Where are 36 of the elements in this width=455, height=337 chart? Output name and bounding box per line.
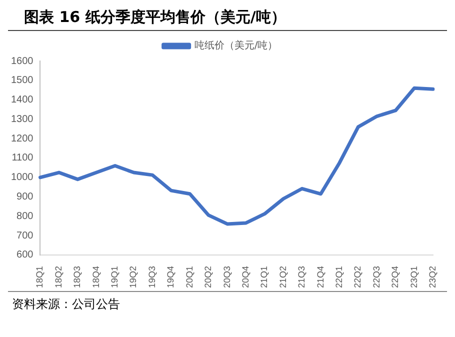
y-tick-label: 1200: [10, 133, 34, 144]
x-tick-label: 22Q4: [390, 266, 400, 288]
x-tick-label: 18Q2: [53, 266, 64, 288]
x-tick-label: 21Q4: [315, 266, 326, 288]
x-tick-label: 22Q3: [371, 266, 382, 288]
x-tick-label: 18Q3: [72, 266, 82, 288]
x-tick-label: 21Q2: [278, 266, 288, 288]
x-tick-label: 18Q4: [90, 266, 101, 288]
legend-label: 吨纸价（美元/吨）: [194, 40, 278, 52]
x-tick-label: 22Q1: [334, 266, 344, 288]
x-tick-label: 20Q3: [222, 266, 232, 288]
x-tick-label: 20Q1: [184, 266, 194, 288]
y-tick-label: 800: [16, 210, 34, 222]
y-tick-label: 1300: [10, 114, 34, 125]
y-tick-label: 900: [16, 192, 34, 203]
x-tick-label: 20Q2: [203, 266, 214, 288]
y-tick-label: 1600: [10, 56, 34, 67]
x-tick-label: 19Q2: [128, 266, 138, 288]
x-tick-label: 22Q2: [352, 266, 363, 288]
y-tick-label: 1400: [10, 94, 34, 106]
chart-title: 图表 16 纸分季度平均售价（美元/吨）: [8, 8, 447, 31]
x-tick-label: 19Q3: [146, 266, 157, 288]
x-tick-label: 23Q1: [408, 266, 419, 288]
y-tick-label: 1500: [10, 75, 34, 86]
y-tick-label: 1000: [10, 172, 34, 184]
x-tick-label: 19Q1: [110, 266, 120, 288]
y-tick-label: 700: [16, 230, 34, 242]
text: 资料来源：公司公告: [12, 296, 121, 313]
y-tick-label: 1100: [12, 152, 34, 164]
x-tick-label: 23Q2: [427, 266, 438, 288]
x-tick-label: 20Q4: [240, 266, 250, 288]
y-tick-label: 600: [16, 250, 34, 261]
x-tick-label: 18Q1: [34, 266, 45, 288]
x-tick-label: 19Q4: [166, 266, 176, 288]
x-tick-label: 21Q1: [259, 266, 270, 288]
x-tick-label: 21Q3: [296, 266, 307, 288]
